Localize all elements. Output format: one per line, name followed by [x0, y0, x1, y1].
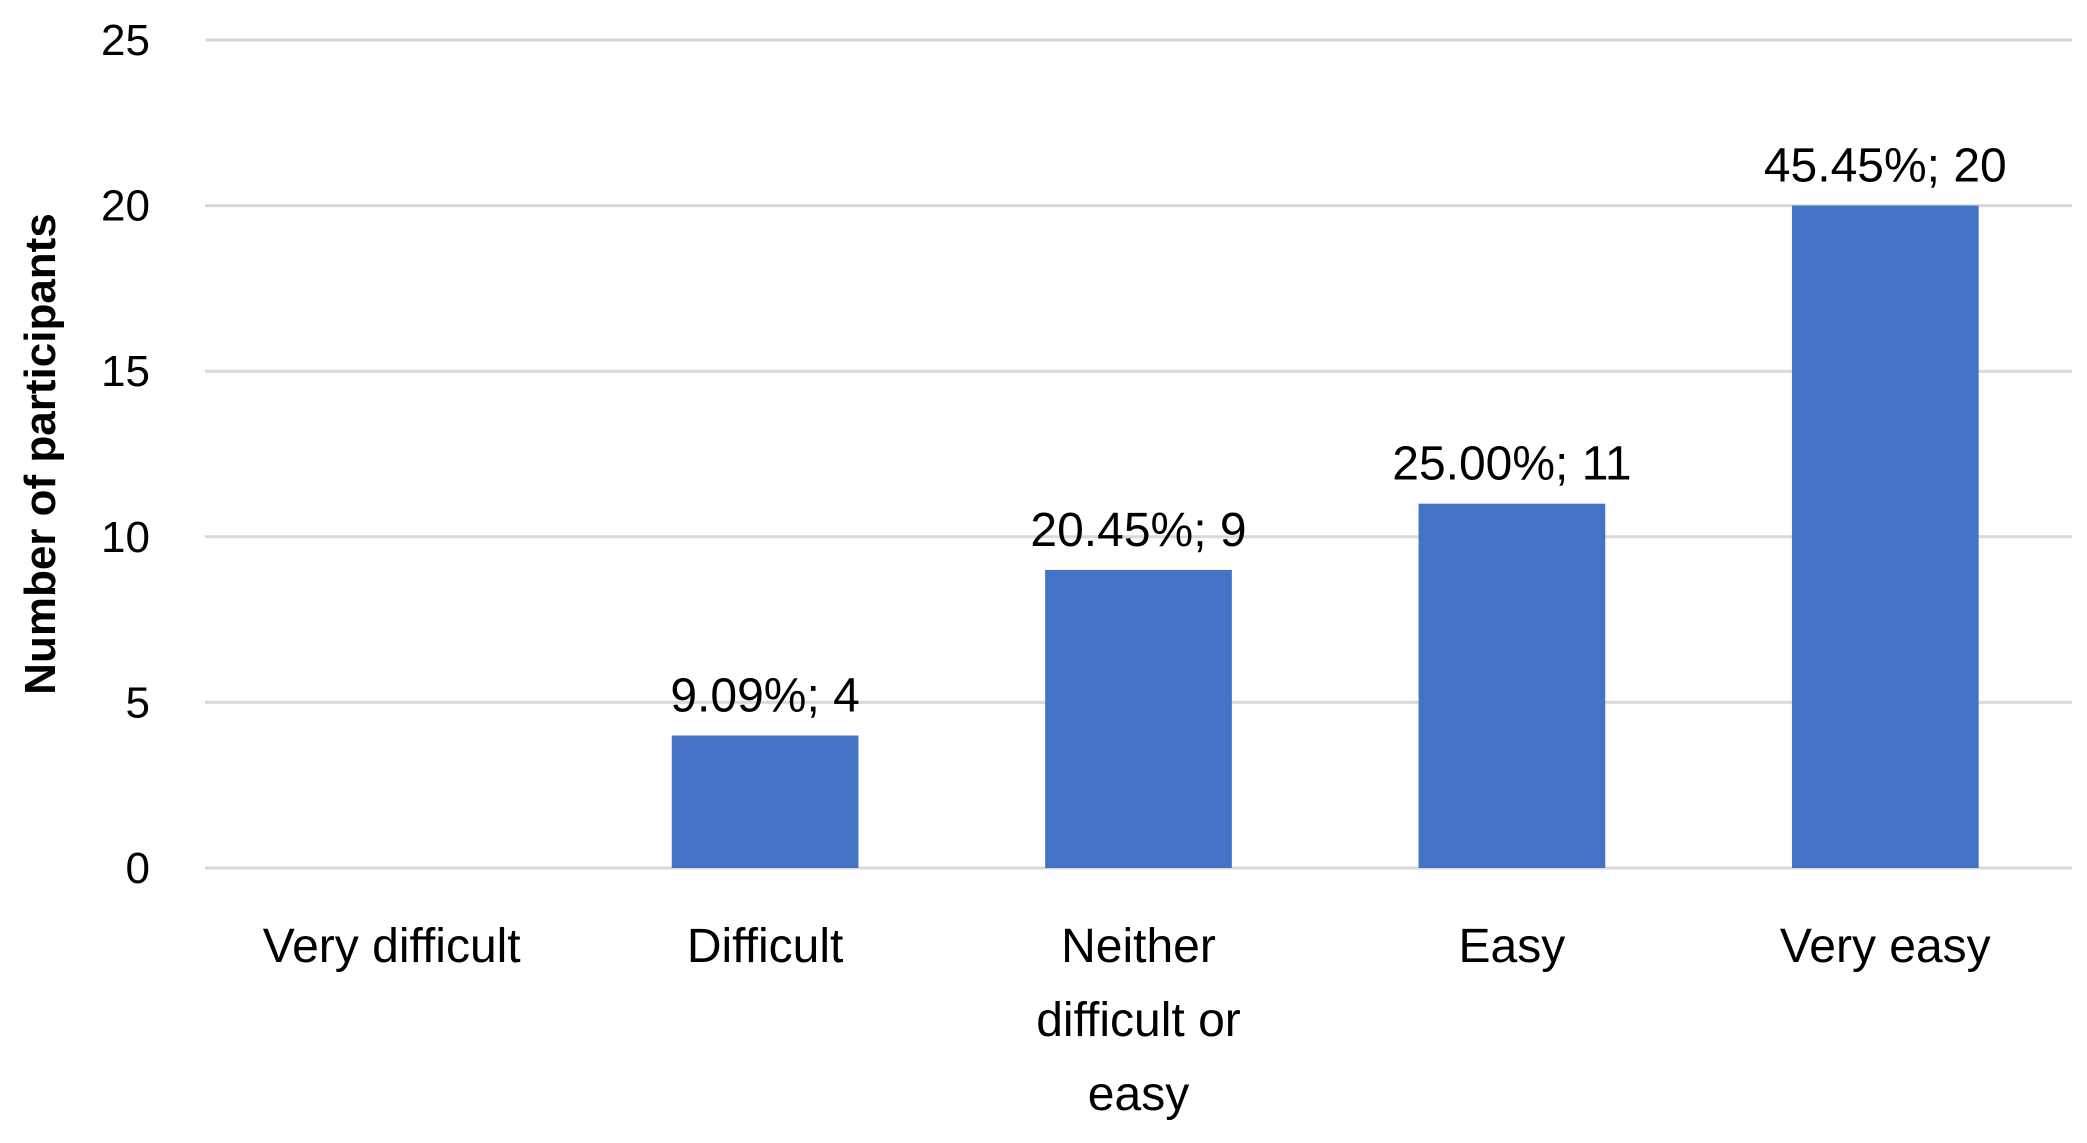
data-labels: 9.09%; 4 20.45%; 9 25.00%; 11 45.45%; 20	[670, 140, 2006, 723]
x-category-label: Neither	[1061, 920, 1216, 973]
x-category-label: Easy	[1459, 920, 1566, 973]
gridlines	[205, 38, 2072, 870]
x-category-label: Very easy	[1780, 920, 1991, 973]
y-tick-label: 10	[101, 513, 150, 562]
bar	[1418, 503, 1606, 868]
data-label: 45.45%; 20	[1764, 140, 2007, 193]
data-label: 9.09%; 4	[670, 670, 859, 723]
y-tick-label: 15	[101, 347, 150, 396]
y-tick-label: 0	[126, 844, 150, 893]
y-axis-ticks: 0 5 10 15 20 25	[101, 16, 150, 893]
bars	[671, 205, 1979, 869]
x-category-label: difficult or	[1036, 994, 1241, 1047]
bar	[671, 735, 859, 868]
x-category-label: easy	[1088, 1068, 1189, 1121]
data-label: 20.45%; 9	[1030, 504, 1246, 557]
x-category-label: Very difficult	[263, 920, 521, 973]
bar	[1791, 205, 1979, 869]
y-tick-label: 20	[101, 182, 150, 231]
data-label: 25.00%; 11	[1392, 438, 1631, 491]
x-category-label: Difficult	[687, 920, 844, 973]
y-axis-title: Number of participants	[16, 213, 65, 695]
y-tick-label: 5	[126, 678, 150, 727]
x-axis-categories: Very difficult Difficult Neither difficult …	[263, 920, 1991, 1121]
y-tick-label: 25	[101, 16, 150, 65]
bar	[1045, 569, 1232, 868]
